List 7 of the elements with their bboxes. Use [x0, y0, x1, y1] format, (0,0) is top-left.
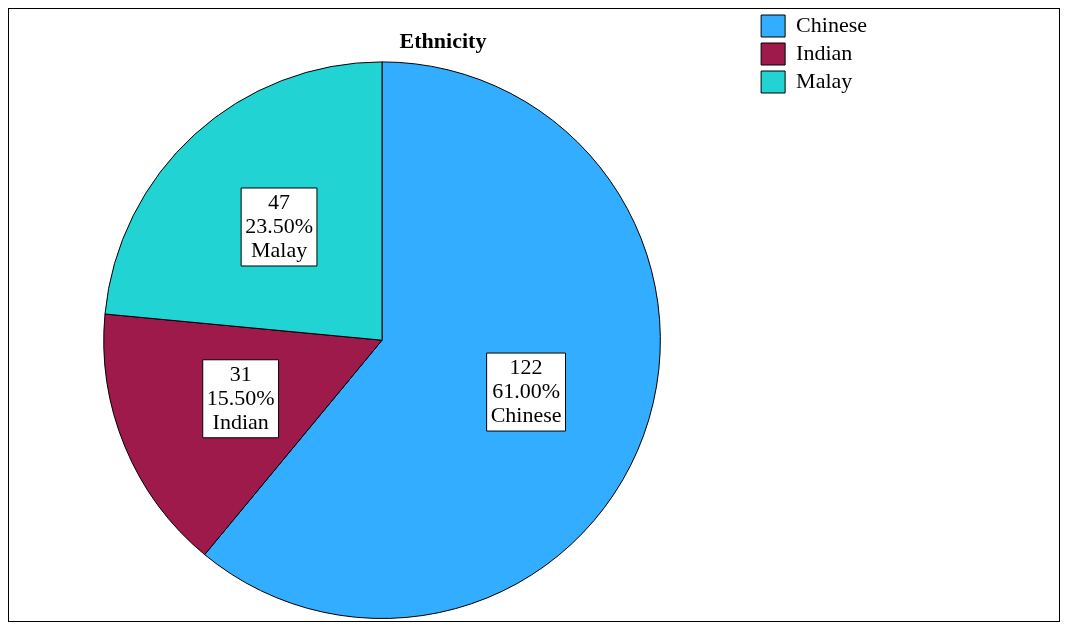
- data-label: 31 15.50% Indian: [206, 360, 275, 434]
- legend-label: Chinese: [796, 11, 868, 37]
- legend-label: Malay: [796, 67, 853, 93]
- text: Ethnicity: [399, 27, 487, 53]
- data-label: 47 23.50% Malay: [245, 188, 313, 262]
- data-label: 122 61.00% Chinese: [490, 353, 562, 427]
- legend-label: Indian: [796, 39, 853, 65]
